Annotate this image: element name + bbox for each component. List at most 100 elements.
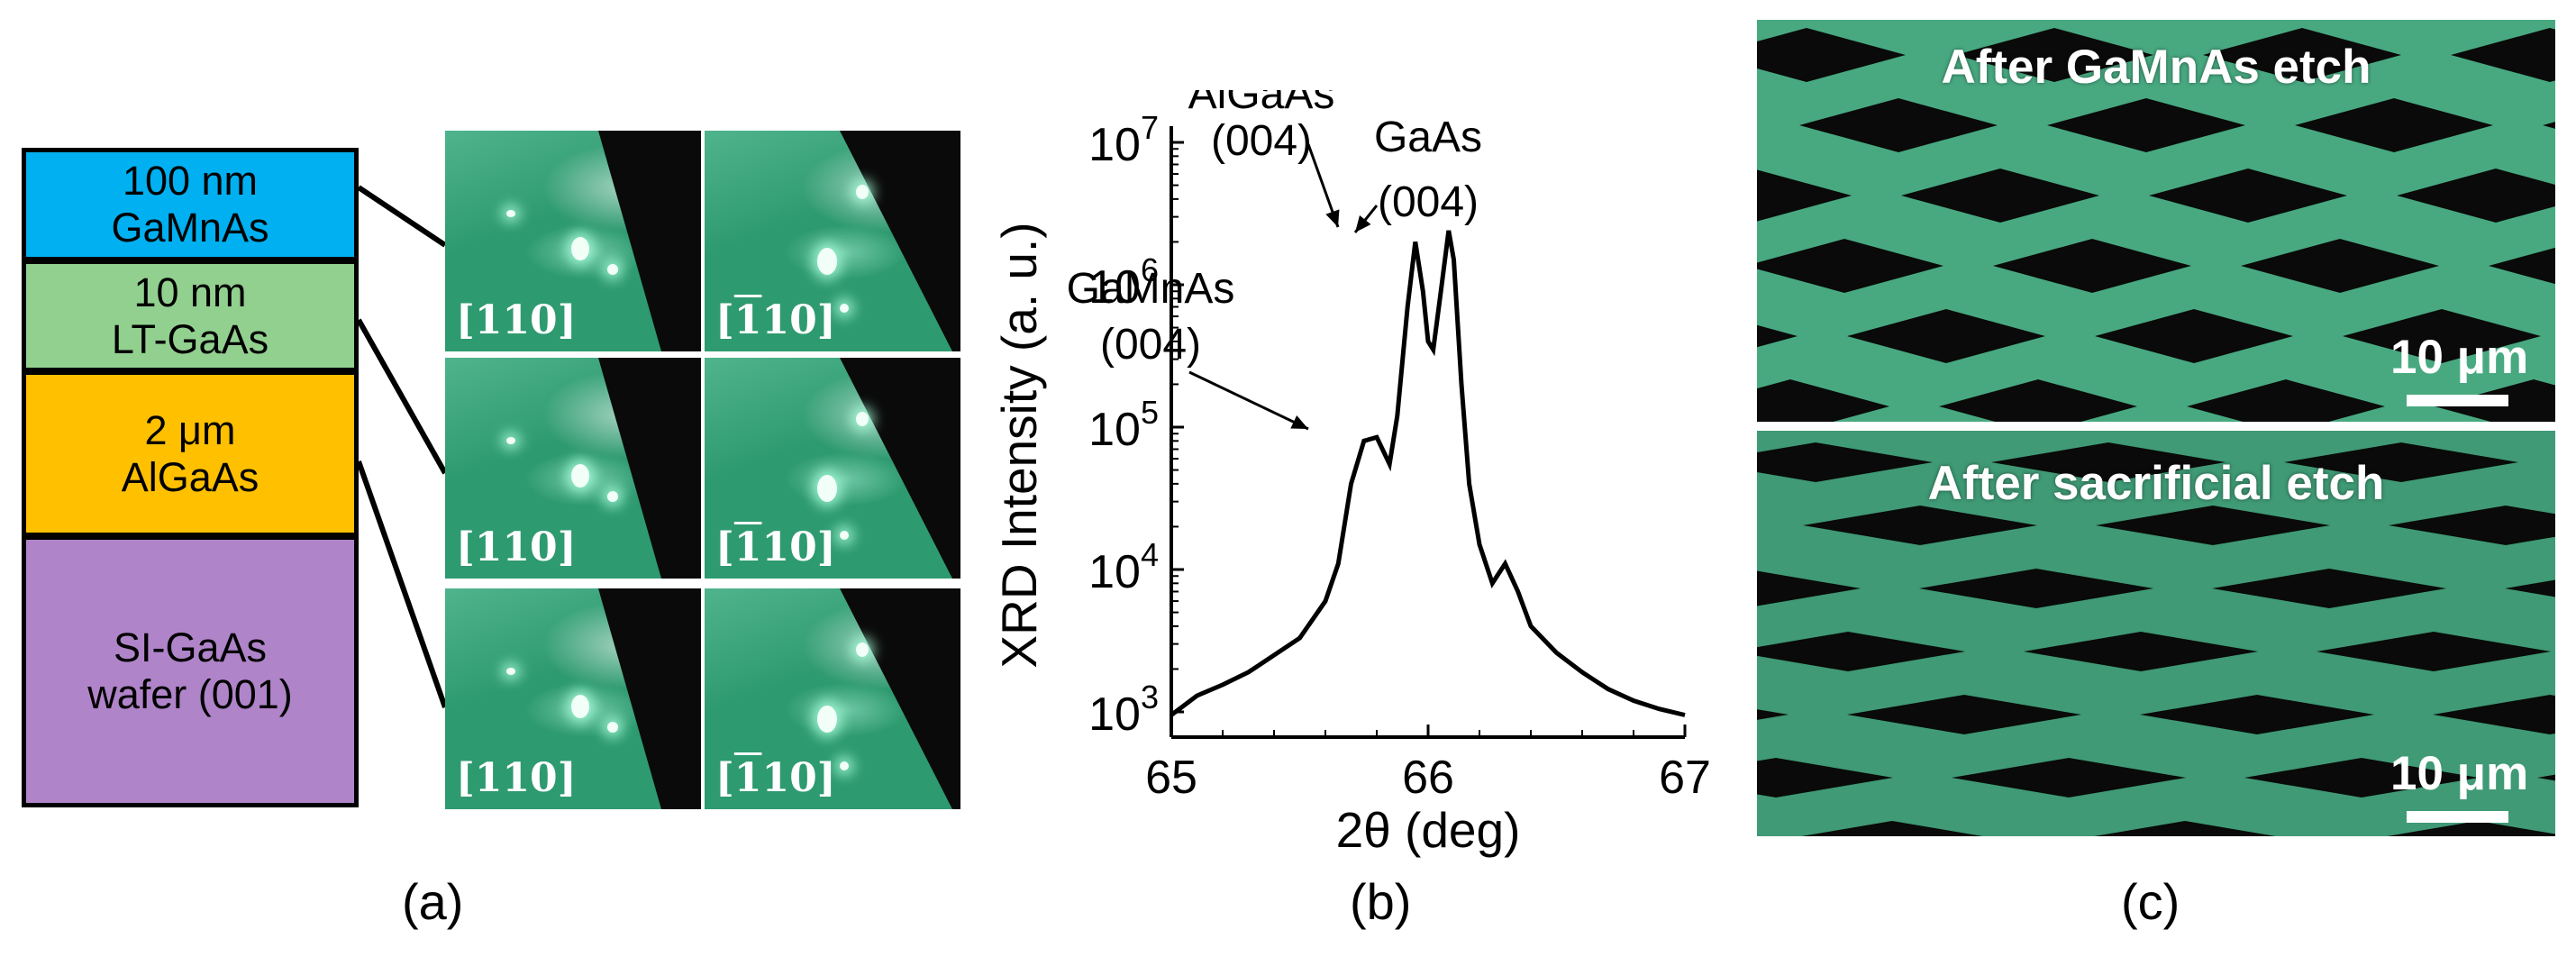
sem-mesh-hole <box>1757 709 1789 720</box>
y-axis-label: XRD Intensity (a. u.) <box>991 222 1047 668</box>
y-tick-label: 107 <box>1088 109 1159 171</box>
miller-index: 10 <box>761 297 817 343</box>
y-tick-label: 103 <box>1088 679 1159 741</box>
annotation-gamnas-name: GaMnAs <box>1067 265 1235 313</box>
sem-mesh-hole <box>2203 28 2401 82</box>
sem-mesh-hole <box>2096 506 2330 545</box>
x-axis-label: 2θ (deg) <box>1336 802 1521 858</box>
sem-bottom-title: After sacrificial etch <box>1927 457 2385 510</box>
x-tick-label: 66 <box>1402 752 1454 804</box>
annotation-gaas-name: GaAs <box>1374 114 1482 161</box>
rheed-diffraction-spot <box>856 412 869 426</box>
rheed-diffraction-spot <box>506 437 515 444</box>
miller-index: 110 <box>474 297 558 343</box>
rheed-label-110: [110] <box>456 759 577 798</box>
sem-top-title: After GaMnAs etch <box>1941 41 2371 94</box>
bracket-open: [ <box>715 755 734 801</box>
rheed-shadow-edge <box>840 588 960 809</box>
sem-mesh-hole <box>2451 28 2555 82</box>
annotation-gaas-plane: (004) <box>1378 178 1479 226</box>
rheed-diffraction-spot <box>817 248 837 275</box>
miller-index-bar: 1 <box>733 755 762 801</box>
sem-mesh-bottom <box>1757 431 2555 836</box>
y-tick-base: 10 <box>1088 546 1141 598</box>
sem-mesh-hole <box>2295 98 2493 152</box>
bracket-close: ] <box>816 524 836 570</box>
miller-index: 110 <box>474 755 558 801</box>
xrd-annotations: AlGaAs(004) GaAs(004)GaMnAs(004) <box>1067 90 1482 431</box>
y-tick-base: 10 <box>1088 119 1141 171</box>
sem-mesh-hole <box>1757 28 1906 82</box>
rheed-shadow-edge <box>598 588 701 809</box>
sem-mesh-top <box>1757 20 2555 422</box>
sem-mesh-hole <box>1757 758 1893 798</box>
sem-mesh-hole <box>2389 506 2555 545</box>
layer-algaas: 2 μm AlGaAs <box>22 370 359 537</box>
layer-gamnas: 100 nm GaMnAs <box>22 148 359 261</box>
bracket-open: [ <box>715 297 734 343</box>
annotation-gamnas-plane: (004) <box>1100 321 1201 369</box>
rheed-diffraction-spot <box>571 464 589 488</box>
sem-mesh-hole <box>2187 379 2385 422</box>
layer-algaas-thickness: 2 μm <box>144 406 236 453</box>
sem-mesh-hole <box>1847 695 2081 734</box>
layer-substrate-name: SI-GaAs <box>113 624 268 671</box>
sem-mesh-hole <box>2284 442 2518 482</box>
sem-top-scale-label: 10 μm <box>2390 331 2529 384</box>
annotation-algaas-plane: (004) <box>1211 117 1312 165</box>
bracket-close: ] <box>557 755 577 801</box>
sem-mesh-hole <box>1803 506 2037 545</box>
rheed-label-110: [110] <box>456 301 577 341</box>
xrd-curve <box>1170 230 1686 717</box>
y-tick-exponent: 4 <box>1141 536 1159 573</box>
rheed-diffraction-spot <box>817 706 837 733</box>
sem-mesh-hole <box>2343 309 2541 363</box>
sem-mesh-hole <box>1939 379 2137 422</box>
miller-index-bar: 1 <box>733 297 762 343</box>
sem-mesh-hole <box>2543 122 2555 129</box>
bracket-close: ] <box>557 297 577 343</box>
rheed-tile: [110] <box>705 588 960 809</box>
annotation-gamnas-arrow-head <box>1290 415 1308 429</box>
miller-index: 10 <box>761 524 817 570</box>
sem-mesh-hole <box>1952 758 2186 798</box>
bracket-close: ] <box>557 524 577 570</box>
rheed-tile: [110] <box>705 131 960 351</box>
sem-mesh-hole <box>1757 442 1933 482</box>
y-tick-exponent: 7 <box>1141 109 1159 146</box>
rheed-diffraction-spot <box>840 531 849 540</box>
sem-mesh-hole <box>1901 169 2099 223</box>
layer-lt-gaas-material: LT-GaAs <box>111 315 269 362</box>
sem-bottom-scale-bar <box>2407 811 2508 823</box>
rheed-label-110: [110] <box>456 528 577 568</box>
rheed-diffraction-spot <box>571 695 589 718</box>
rheed-label-bar110: [110] <box>715 528 836 568</box>
annotation-algaas-name: AlGaAs <box>1188 90 1335 118</box>
layer-algaas-material: AlGaAs <box>121 453 259 500</box>
sem-mesh-hole <box>2212 569 2446 608</box>
bracket-open: [ <box>456 755 475 801</box>
bracket-close: ] <box>816 297 836 343</box>
sem-mesh-hole <box>2149 169 2347 223</box>
sem-mesh-hole <box>1757 570 1861 606</box>
bracket-open: [ <box>715 524 734 570</box>
layer-gamnas-thickness: 100 nm <box>122 158 259 205</box>
sem-mesh-hole <box>2140 695 2374 734</box>
sem-mesh-hole <box>2397 169 2555 223</box>
sem-mesh-hole <box>1799 98 1998 152</box>
rheed-diffraction-spot <box>856 185 869 199</box>
layer-gamnas-material: GaMnAs <box>111 205 269 251</box>
rheed-diffraction-spot <box>856 643 869 657</box>
rheed-diffraction-spot <box>506 210 515 217</box>
x-tick-label: 67 <box>1659 752 1711 804</box>
annotation-gaas-arrow-head <box>1355 214 1371 232</box>
rheed-tile: [110] <box>705 358 960 579</box>
sem-bottom-scale-label: 10 μm <box>2390 747 2529 800</box>
rheed-tile: [110] <box>445 131 701 351</box>
annotation-algaas-arrow-head <box>1325 209 1340 227</box>
sem-mesh-hole <box>2317 632 2551 671</box>
sem-mesh-hole <box>1757 324 1798 348</box>
rheed-shadow-edge <box>840 358 960 579</box>
sem-mesh-hole <box>2244 758 2479 798</box>
